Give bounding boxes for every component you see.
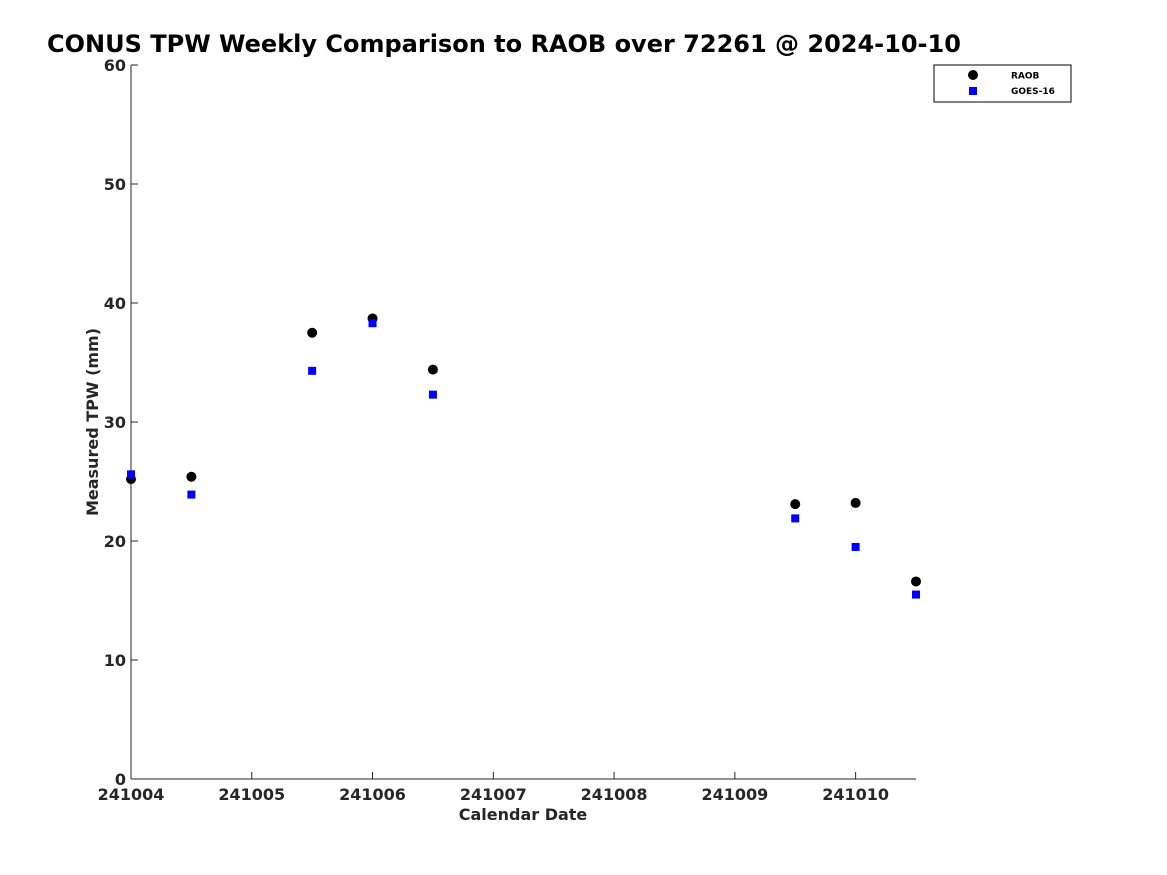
y-tick-label: 50 [104,175,126,194]
legend-marker-goes16 [969,87,977,95]
legend-marker-raob [968,70,978,80]
point-raob [850,497,861,508]
y-axis-label: Measured TPW (mm) [83,328,102,516]
data-markers [126,313,921,599]
point-goes16 [428,390,437,399]
x-tick-label: 241004 [98,785,165,804]
x-tick-label: 241007 [460,785,527,804]
point-goes16 [791,514,800,523]
x-axis-label: Calendar Date [459,805,588,824]
point-goes16 [912,590,920,599]
x-axis-ticks: 241004 241005 241006 241007 241008 241009 2410… [98,772,889,804]
y-tick-label: 60 [104,56,126,75]
y-tick-label: 40 [104,294,126,313]
legend-label-raob: RAOB [1011,72,1040,82]
point-goes16 [308,366,317,375]
point-raob [186,471,197,482]
x-tick-label: 241009 [701,785,768,804]
point-raob [790,499,801,510]
legend-box [933,64,1072,103]
y-tick-label: 30 [104,413,126,432]
y-tick-label: 0 [115,770,126,789]
x-tick-label: 241006 [339,785,406,804]
point-raob [427,364,438,375]
x-tick-label: 241008 [581,785,648,804]
y-tick-label: 20 [104,532,126,551]
y-tick-label: 10 [104,651,126,670]
point-goes16 [187,490,196,499]
point-goes16 [851,542,860,551]
legend: RAOB GOES-16 [933,64,1072,103]
y-axis-ticks: 0 10 20 30 40 50 60 [104,56,138,789]
point-raob [911,576,921,587]
point-raob [307,327,318,338]
legend-label-goes16: GOES-16 [1011,87,1055,97]
chart-title: CONUS TPW Weekly Comparison to RAOB over… [47,30,961,58]
plot-area [130,65,916,780]
point-goes16 [368,319,377,328]
x-tick-label: 241005 [218,785,285,804]
x-tick-label: 241010 [822,785,889,804]
point-goes16 [127,470,135,479]
